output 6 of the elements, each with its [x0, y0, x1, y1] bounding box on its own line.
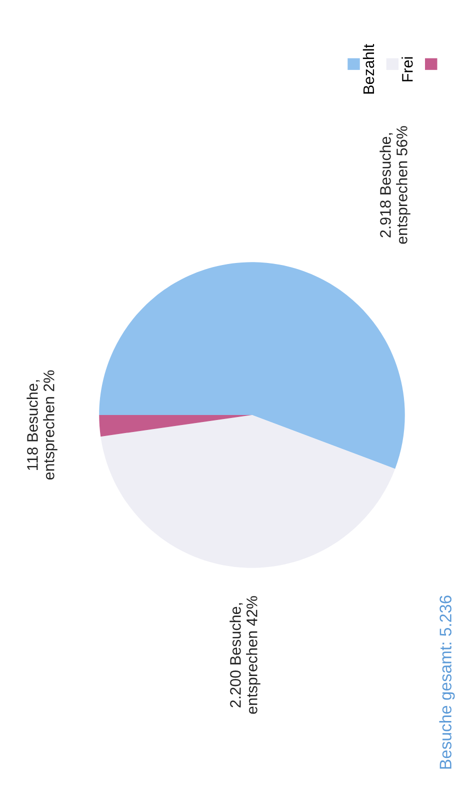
- data-label: 2.200 Besuche, entsprechen 42%: [230, 596, 260, 714]
- text: Besuche gesamt: 5.236: [439, 596, 455, 769]
- legend-label: Bezahlt: [362, 44, 374, 94]
- legend-label: Frei: [402, 57, 413, 82]
- data-label: 118 Besuche, entsprechen 2%: [26, 370, 58, 480]
- data-label: 2.918 Besuche, entsprechen 56%: [380, 126, 410, 244]
